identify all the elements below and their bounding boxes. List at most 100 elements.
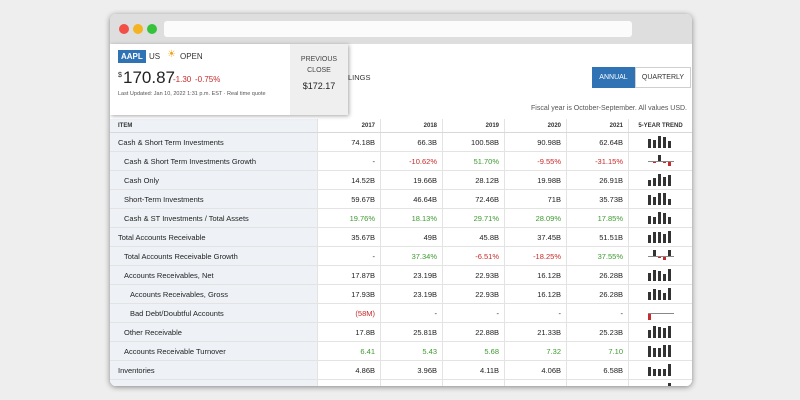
trend-bar	[652, 369, 656, 376]
value-2020: -9.55%	[504, 152, 566, 170]
trend-sparkline	[647, 231, 674, 243]
trend-sparkline	[647, 155, 674, 167]
value-2018: 3.96B	[380, 380, 442, 386]
table-row[interactable]: Bad Debt/Doubtful Accounts (58M) - - - -	[110, 304, 692, 323]
trend-bar	[662, 234, 666, 243]
trend-bar	[657, 212, 661, 224]
trend-cell	[628, 133, 692, 151]
trend-bar	[662, 293, 666, 300]
price-change: -1.30	[173, 75, 192, 84]
value-2021: -31.15%	[566, 152, 628, 170]
value-2017: 59.67B	[317, 190, 380, 208]
value-2019: 22.93B	[442, 266, 504, 284]
trend-bar	[652, 217, 656, 224]
row-label: Accounts Receivables, Gross	[110, 285, 317, 303]
trend-bar	[657, 232, 661, 243]
trend-bar	[667, 269, 671, 281]
table-row[interactable]: Cash & Short Term Investments 74.18B 66.3B…	[110, 133, 692, 152]
trend-bar	[662, 162, 666, 163]
value-2018: 46.64B	[380, 190, 442, 208]
value-2019: 22.88B	[442, 323, 504, 341]
trend-bar	[652, 326, 656, 338]
trend-sparkline	[647, 345, 674, 357]
value-2021: 25.23B	[566, 323, 628, 341]
row-label: Inventories	[110, 361, 317, 379]
value-2019: 22.93B	[442, 285, 504, 303]
ticker-badge[interactable]: AAPL	[118, 50, 146, 63]
value-2019: 5.68	[442, 342, 504, 360]
price-change-percent: -0.75%	[195, 75, 221, 84]
trend-bar	[667, 326, 671, 338]
trend-bar	[652, 178, 656, 186]
row-label: Cash & Short Term Investments Growth	[110, 152, 317, 170]
column-header-2017: 2017	[317, 119, 380, 132]
close-window-button[interactable]	[119, 24, 129, 34]
trend-bar	[667, 383, 671, 386]
value-2020: 16.12B	[504, 266, 566, 284]
value-2018: -10.62%	[380, 152, 442, 170]
table-row[interactable]: Total Accounts Receivable Growth -37.34% -…	[110, 247, 692, 266]
trend-bar	[652, 197, 656, 205]
trend-bar	[657, 369, 661, 376]
value-2017: -	[317, 152, 380, 170]
value-2019: 4.11B	[442, 380, 504, 386]
value-2020: -18.25%	[504, 247, 566, 265]
value-2018: 23.19B	[380, 285, 442, 303]
row-label: Cash Only	[110, 171, 317, 189]
table-row[interactable]: Total Accounts Receivable 35.67B 49B 45.8B 3…	[110, 228, 692, 247]
trend-bar	[647, 235, 651, 243]
value-2017: 74.18B	[317, 133, 380, 151]
trend-cell	[628, 380, 692, 386]
quarterly-button[interactable]: QUARTERLY	[635, 67, 691, 88]
trend-bar	[662, 345, 666, 357]
trend-bar	[662, 257, 666, 260]
trend-sparkline	[647, 326, 674, 338]
value-2021: 6.58B	[566, 380, 628, 386]
value-2018: 3.96B	[380, 361, 442, 379]
value-2018: 23.19B	[380, 266, 442, 284]
table-row[interactable]: Accounts Receivable Turnover 6.41 5.43 5.68…	[110, 342, 692, 361]
trend-cell	[628, 266, 692, 284]
trend-bar	[657, 136, 661, 148]
value-2018: 49B	[380, 228, 442, 246]
trend-bar	[652, 250, 656, 256]
trend-bar	[652, 289, 656, 300]
browser-window: AAPL US ☀ OPEN $ 170.87 -1.30 -0.75% Las…	[110, 14, 692, 386]
table-row[interactable]: Cash & Short Term Investments Growth - -10…	[110, 152, 692, 171]
value-2019: 100.58B	[442, 133, 504, 151]
maximize-window-button[interactable]	[147, 24, 157, 34]
tab-filings[interactable]: LINGS	[348, 73, 371, 82]
value-2018: 66.3B	[380, 133, 442, 151]
column-header-2018: 2018	[380, 119, 442, 132]
row-label: Accounts Receivables, Net	[110, 266, 317, 284]
table-row[interactable]: Accounts Receivables, Net 17.87B 23.19B 22.…	[110, 266, 692, 285]
table-row[interactable]: Accounts Receivables, Gross 17.93B 23.19B 2…	[110, 285, 692, 304]
trend-cell	[628, 152, 692, 170]
table-row[interactable]: Cash Only 14.52B 19.66B 28.12B 19.98B 26.91B	[110, 171, 692, 190]
trend-bar	[662, 177, 666, 186]
table-row[interactable]: Cash & ST Investments / Total Assets 19.7…	[110, 209, 692, 228]
table-row[interactable]: Inventories 4.86B 3.96B 4.11B 4.06B 6.58B	[110, 361, 692, 380]
row-label: Bad Debt/Doubtful Accounts	[110, 304, 317, 322]
value-2018: 37.34%	[380, 247, 442, 265]
trend-bar	[647, 139, 651, 148]
trend-sparkline	[647, 193, 674, 205]
value-2019: 72.46B	[442, 190, 504, 208]
minimize-window-button[interactable]	[133, 24, 143, 34]
table-row[interactable]: Short-Term Investments 59.67B 46.64B 72.46B…	[110, 190, 692, 209]
address-bar[interactable]	[164, 21, 632, 37]
value-2021: 26.28B	[566, 285, 628, 303]
trend-bar	[647, 346, 651, 357]
trend-sparkline	[647, 269, 674, 281]
trend-cell	[628, 285, 692, 303]
column-header-item: ITEM	[110, 119, 317, 132]
annual-button[interactable]: ANNUAL	[592, 67, 635, 88]
row-label: Cash & ST Investments / Total Assets	[110, 209, 317, 227]
table-row[interactable]: Other Receivable 17.8B 25.81B 22.88B 21.33B 2…	[110, 323, 692, 342]
trend-bar	[647, 367, 651, 376]
trend-bar	[667, 175, 671, 186]
value-2019: -6.51%	[442, 247, 504, 265]
trend-sparkline	[647, 364, 674, 376]
trend-bar	[667, 250, 671, 256]
